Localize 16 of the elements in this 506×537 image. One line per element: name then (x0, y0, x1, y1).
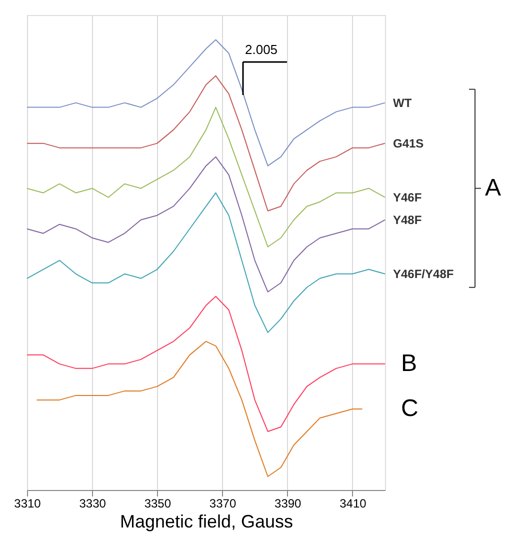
x-tick-label: 3330 (79, 496, 106, 510)
series-label: Y46F/Y48F (393, 266, 454, 281)
x-tick-label: 3350 (144, 496, 172, 510)
x-tick-label: 3310 (14, 496, 42, 510)
x-axis-title: Magnetic field, Gauss (120, 512, 294, 532)
annotation: 2.005 (245, 42, 278, 57)
text: A (485, 174, 502, 202)
series-label: C (401, 394, 418, 422)
x-tick-label: 3390 (274, 496, 302, 510)
x-tick-label: 3370 (209, 496, 236, 510)
x-tick-label: 3410 (340, 496, 367, 510)
series-label: Y46F (393, 190, 422, 204)
series-label: WT (393, 96, 412, 110)
series-label: G41S (393, 136, 424, 150)
series-label: Y48F (393, 212, 422, 227)
series-label: B (401, 350, 418, 377)
